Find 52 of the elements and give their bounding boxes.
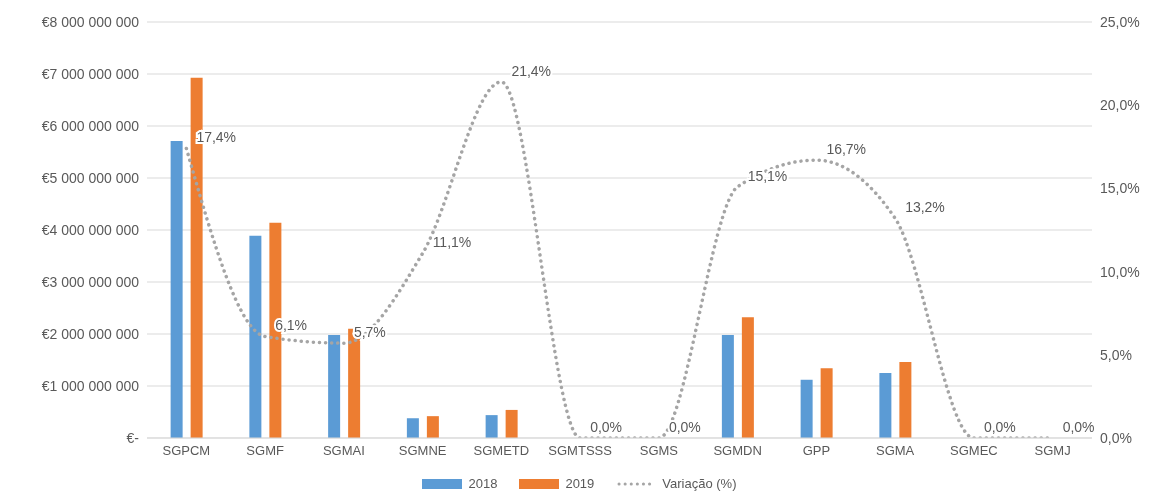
bar <box>741 317 754 438</box>
bar <box>721 335 734 438</box>
data-label: 0,0% <box>983 419 1016 435</box>
y2-tick-label: 0,0% <box>1100 429 1132 446</box>
y2-tick-label: 10,0% <box>1100 263 1140 280</box>
bar <box>328 335 341 438</box>
y-tick-label: €5 000 000 000 <box>41 169 140 186</box>
data-label: 11,1% <box>432 234 472 251</box>
y-tick-label: €1 000 000 000 <box>41 377 140 394</box>
y2-tick-label: 5,0% <box>1100 346 1132 363</box>
bar <box>249 235 262 438</box>
legend-label: 2018 <box>468 476 498 491</box>
data-label: 0,0% <box>590 419 623 435</box>
x-tick-label: SGMA <box>875 443 915 459</box>
x-tick-label: SGMAI <box>322 443 365 459</box>
legend-label: 2019 <box>565 476 595 491</box>
bar <box>485 415 498 438</box>
y2-tick-label: 20,0% <box>1100 97 1140 114</box>
bar <box>426 416 439 438</box>
data-label: 15,1% <box>747 167 788 184</box>
y-tick-label: €4 000 000 000 <box>41 221 140 238</box>
y-tick-label: €6 000 000 000 <box>41 117 140 134</box>
x-tick-label: SGMS <box>639 443 679 459</box>
bar <box>820 368 833 438</box>
x-tick-label: SGMJ <box>1034 443 1071 459</box>
x-tick-label: SGMNE <box>398 443 447 459</box>
x-tick-label: SGMEC <box>950 443 998 459</box>
y-tick-label: €8 000 000 000 <box>41 13 140 30</box>
bar <box>899 362 912 438</box>
bar <box>170 141 183 438</box>
y-tick-label: €2 000 000 000 <box>41 325 140 342</box>
y-tick-label: €- <box>126 429 140 446</box>
y-tick-label: €7 000 000 000 <box>41 65 140 82</box>
data-label: 13,2% <box>905 199 945 216</box>
legend-label: Variação (%) <box>662 476 737 491</box>
bar <box>505 409 518 438</box>
bar <box>879 373 892 438</box>
data-label: 16,7% <box>826 141 867 158</box>
x-tick-label: GPP <box>802 443 831 459</box>
bar <box>800 379 813 438</box>
data-label: 0,0% <box>1062 419 1095 435</box>
data-label: 0,0% <box>668 419 701 435</box>
x-tick-label: SGMTSSS <box>548 443 613 459</box>
data-label: 21,4% <box>511 62 552 79</box>
y2-tick-label: 25,0% <box>1100 13 1140 30</box>
x-tick-label: SGMF <box>246 443 284 459</box>
y-tick-label: €3 000 000 000 <box>41 273 140 290</box>
x-tick-label: SGMDN <box>713 443 762 459</box>
y2-tick-label: 15,0% <box>1100 180 1140 197</box>
x-tick-label: SGMETD <box>473 443 530 459</box>
bar <box>406 418 419 438</box>
x-tick-label: SGPCM <box>162 443 211 459</box>
